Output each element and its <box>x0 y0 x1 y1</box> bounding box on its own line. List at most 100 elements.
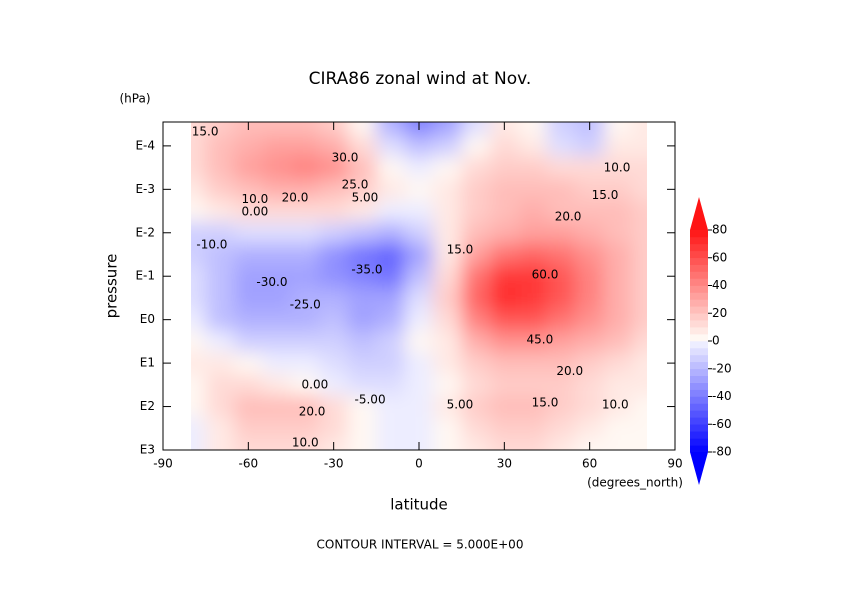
contour-label: 10.0 <box>292 435 319 449</box>
field-cell <box>547 439 576 450</box>
field-cell <box>376 417 406 440</box>
field-cell <box>404 373 434 397</box>
field-cell <box>518 221 548 245</box>
field-cell <box>490 308 520 332</box>
field-cell <box>319 287 349 310</box>
field-cell <box>490 243 520 266</box>
field-cell <box>433 352 463 375</box>
field-cell <box>575 156 605 179</box>
field-cell <box>262 265 292 288</box>
field-cell <box>191 308 207 332</box>
contour-label: -35.0 <box>351 263 382 277</box>
field-cell <box>291 221 320 245</box>
field-cell <box>433 221 463 245</box>
field-cell <box>461 243 491 266</box>
y-tick-label: E-1 <box>135 269 155 283</box>
field-cell <box>433 439 463 450</box>
field-cell <box>319 330 349 353</box>
field-clip <box>191 122 647 450</box>
field-cell <box>603 417 633 440</box>
field-cell <box>547 352 576 375</box>
field-cell <box>433 330 463 353</box>
field-cell <box>603 243 633 266</box>
field-cell <box>575 135 605 158</box>
field-cell <box>262 373 292 397</box>
colorbar-label: -20 <box>712 361 732 375</box>
field-cell <box>433 373 463 397</box>
field-cell <box>632 135 647 158</box>
field-cell <box>347 200 377 223</box>
field-cell <box>404 287 434 310</box>
field-cell <box>603 395 633 418</box>
field-cell <box>461 122 491 136</box>
field-cell <box>319 243 349 266</box>
field-cell <box>205 156 235 179</box>
field-cell <box>347 373 377 397</box>
field-cell <box>461 352 491 375</box>
field-cell <box>490 330 520 353</box>
field-cell <box>291 135 320 158</box>
field-cell <box>518 265 548 288</box>
field-cell <box>632 221 647 245</box>
field-cell <box>291 122 320 136</box>
field-cell <box>234 352 264 375</box>
x-tick-label: -90 <box>153 457 173 471</box>
colorbar-segment <box>690 354 708 363</box>
field-cell <box>461 265 491 288</box>
field-cell <box>518 308 548 332</box>
field-cell <box>433 200 463 223</box>
field-cell <box>234 178 264 201</box>
field-cell <box>461 373 491 397</box>
field-cell <box>603 122 633 136</box>
field-cell <box>603 352 633 375</box>
field-cell <box>191 330 207 353</box>
field-cell <box>632 122 647 136</box>
field-cell <box>234 265 264 288</box>
field-cell <box>575 352 605 375</box>
field-cell <box>575 330 605 353</box>
field-cell <box>376 330 406 353</box>
field-cell <box>319 373 349 397</box>
colorbar-label: -80 <box>712 445 732 459</box>
colorbar-segment <box>690 250 708 259</box>
field-cell <box>603 265 633 288</box>
field-cell <box>376 352 406 375</box>
field-cell <box>376 439 406 450</box>
field-cell <box>319 200 349 223</box>
field-cell <box>518 200 548 223</box>
field-cell <box>262 330 292 353</box>
field-cell <box>376 221 406 245</box>
contour-label: 20.0 <box>299 404 326 418</box>
field-cell <box>575 417 605 440</box>
field-cell <box>547 287 576 310</box>
y-axis-title: pressure <box>103 254 121 319</box>
field-cell <box>547 178 576 201</box>
field-cell <box>234 135 264 158</box>
field-cell <box>205 373 235 397</box>
field-cell <box>575 243 605 266</box>
field-cell <box>518 373 548 397</box>
field-cell <box>433 308 463 332</box>
field-cell <box>632 243 647 266</box>
field-cell <box>234 308 264 332</box>
field-cell <box>547 308 576 332</box>
field-cell <box>205 395 235 418</box>
contour-label: 5.00 <box>447 397 474 411</box>
field-cell <box>347 352 377 375</box>
field-cell <box>632 308 647 332</box>
field-cell <box>603 221 633 245</box>
field-cell <box>262 417 292 440</box>
contour-label: 10.0 <box>602 397 629 411</box>
contour-label: -30.0 <box>256 275 287 289</box>
field-cell <box>262 221 292 245</box>
field-cell <box>205 243 235 266</box>
field-cell <box>205 352 235 375</box>
y-tick-label: E3 <box>140 443 155 457</box>
x-tick-label: 60 <box>582 457 597 471</box>
field-cell <box>632 373 647 397</box>
field-cell <box>575 308 605 332</box>
contour-label: -10.0 <box>196 237 227 251</box>
field-cell <box>547 122 576 136</box>
field-cell <box>262 156 292 179</box>
field-cell <box>547 265 576 288</box>
